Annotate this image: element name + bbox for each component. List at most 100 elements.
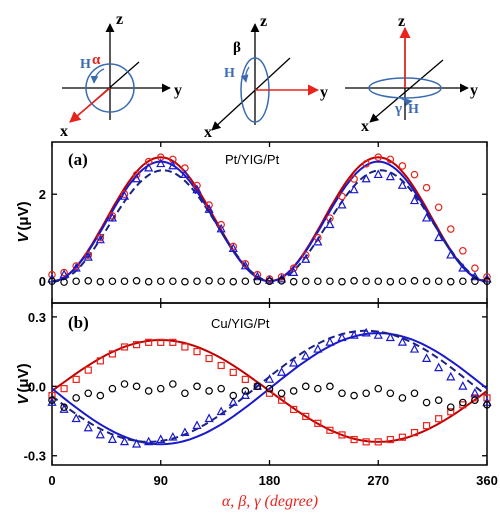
data-point bbox=[301, 350, 311, 360]
data-point bbox=[483, 401, 491, 409]
data-point bbox=[108, 350, 117, 358]
data-point bbox=[422, 277, 431, 286]
data-point bbox=[374, 277, 383, 286]
data-point bbox=[385, 171, 395, 181]
data-point bbox=[373, 169, 383, 179]
data-point bbox=[350, 277, 358, 285]
data-point bbox=[313, 344, 323, 353]
data-point bbox=[120, 343, 129, 351]
data-point bbox=[362, 159, 370, 168]
data-point bbox=[228, 397, 238, 406]
data-point bbox=[265, 277, 274, 286]
data-point bbox=[302, 412, 310, 420]
data-point bbox=[193, 181, 201, 190]
data-point bbox=[434, 203, 443, 212]
data-point bbox=[470, 271, 480, 281]
data-point bbox=[446, 277, 455, 286]
data-point bbox=[96, 357, 104, 365]
ylabel-symbol: V bbox=[15, 231, 32, 243]
y-tick-label: 0.3 bbox=[28, 310, 46, 325]
data-point bbox=[241, 375, 249, 383]
data-point bbox=[72, 277, 80, 286]
data-point bbox=[349, 184, 359, 194]
data-point bbox=[229, 277, 238, 286]
data-point bbox=[314, 277, 322, 286]
data-point bbox=[471, 396, 479, 405]
data-point bbox=[337, 332, 347, 342]
data-point bbox=[84, 366, 92, 374]
data-point bbox=[108, 384, 117, 393]
data-point bbox=[397, 180, 408, 189]
data-point bbox=[156, 434, 166, 443]
panel-a-label: (a) bbox=[68, 150, 88, 169]
data-point bbox=[119, 436, 130, 446]
data-point bbox=[240, 390, 250, 399]
data-point bbox=[397, 337, 408, 346]
data-point bbox=[338, 431, 346, 439]
data-point bbox=[72, 394, 80, 402]
data-point bbox=[409, 195, 420, 205]
data-point bbox=[131, 173, 142, 183]
data-point bbox=[435, 415, 443, 423]
data-point bbox=[386, 435, 394, 444]
data-point bbox=[96, 277, 105, 286]
data-point bbox=[60, 403, 68, 411]
data-point bbox=[410, 429, 419, 437]
data-point bbox=[120, 190, 129, 199]
data-point bbox=[84, 277, 93, 285]
data-point bbox=[325, 219, 335, 229]
data-point bbox=[422, 422, 431, 430]
data-point bbox=[447, 408, 455, 416]
data-point bbox=[217, 361, 225, 370]
data-point bbox=[373, 330, 383, 339]
data-point bbox=[192, 420, 202, 430]
data-point bbox=[216, 223, 226, 233]
data-point bbox=[131, 438, 142, 448]
data-point bbox=[252, 271, 263, 281]
data-point bbox=[289, 357, 299, 367]
data-point bbox=[59, 404, 69, 413]
data-point bbox=[386, 389, 395, 398]
data-point bbox=[156, 384, 165, 393]
diagram-beta: z y x β H bbox=[204, 13, 328, 141]
data-point bbox=[132, 382, 141, 391]
data-point bbox=[471, 264, 479, 272]
data-point bbox=[350, 391, 358, 400]
z-axis-label: z bbox=[260, 13, 267, 30]
x-tick-label: 360 bbox=[476, 473, 498, 488]
data-point bbox=[48, 277, 56, 286]
data-point bbox=[132, 277, 141, 285]
data-point bbox=[434, 396, 443, 405]
data-point bbox=[459, 246, 467, 255]
data-point bbox=[374, 153, 383, 162]
data-point bbox=[458, 381, 468, 390]
x-axis-label: x bbox=[60, 123, 68, 140]
data-point bbox=[95, 429, 105, 439]
data-point bbox=[181, 389, 189, 398]
data-point bbox=[421, 353, 432, 362]
data-point bbox=[241, 387, 250, 395]
data-point bbox=[156, 277, 165, 286]
data-point bbox=[228, 243, 238, 253]
data-point bbox=[410, 277, 419, 285]
data-point bbox=[204, 413, 214, 423]
y-tick-label: 0.0 bbox=[28, 379, 46, 394]
data-point bbox=[264, 374, 275, 383]
data-point bbox=[83, 422, 93, 432]
data-point bbox=[156, 158, 166, 168]
data-point bbox=[169, 338, 177, 346]
fit-curve bbox=[51, 169, 488, 283]
data-point bbox=[446, 249, 456, 259]
panel-a: 02 bbox=[39, 142, 492, 303]
data-point bbox=[60, 268, 68, 277]
data-point bbox=[205, 387, 213, 395]
data-point bbox=[434, 277, 443, 286]
data-point bbox=[290, 405, 298, 414]
data-point bbox=[422, 183, 431, 192]
data-point bbox=[217, 384, 225, 393]
x-axis-label: x bbox=[361, 118, 369, 135]
data-point bbox=[350, 175, 358, 183]
data-point bbox=[301, 251, 310, 259]
x-tick-label: 90 bbox=[154, 473, 168, 488]
